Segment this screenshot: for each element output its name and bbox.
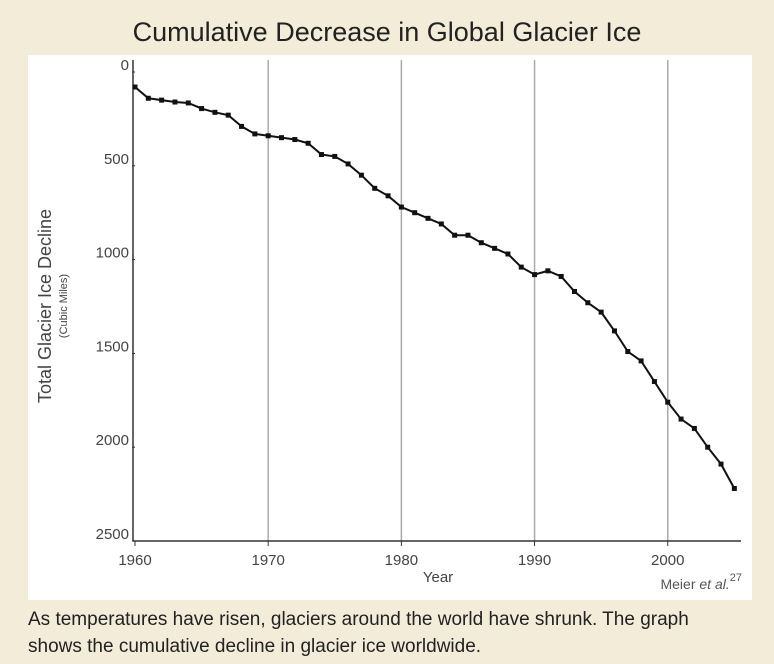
- y-tick-label: 500: [104, 151, 129, 168]
- line: [134, 86, 736, 489]
- marker: [532, 272, 538, 278]
- caption-line: As temperatures have risen, glaciers aro…: [28, 609, 689, 630]
- marker: [172, 99, 178, 105]
- y-tick-label: 0: [121, 57, 129, 74]
- marker: [638, 358, 644, 364]
- plot-panel: [28, 55, 752, 600]
- marker: [385, 193, 391, 199]
- y-tick-label: 2500: [96, 526, 129, 543]
- marker: [518, 264, 524, 270]
- marker: [358, 172, 364, 178]
- marker: [159, 97, 165, 103]
- x-tick-label: 1980: [385, 552, 418, 569]
- marker: [465, 232, 471, 238]
- marker: [305, 140, 311, 146]
- x-axis-label: Year: [423, 569, 453, 586]
- marker: [558, 273, 564, 279]
- credit-etal: et al.: [699, 576, 729, 592]
- marker: [252, 131, 258, 137]
- marker: [412, 210, 418, 216]
- marker: [452, 232, 458, 238]
- marker: [239, 123, 245, 129]
- x-tick-label: 1970: [251, 552, 284, 569]
- marker: [598, 309, 604, 315]
- marker: [492, 245, 498, 251]
- marker: [372, 185, 378, 191]
- marker: [132, 84, 138, 90]
- credit-ref: 27: [730, 572, 742, 584]
- y-tick-label: 1000: [96, 245, 129, 262]
- marker: [225, 112, 231, 118]
- marker: [199, 106, 205, 112]
- y-tick-label: 1500: [96, 338, 129, 355]
- marker: [705, 444, 711, 450]
- marker: [332, 153, 338, 159]
- marker: [425, 215, 431, 221]
- y-tick-label: 2000: [96, 432, 129, 449]
- marker: [185, 100, 191, 106]
- credit: Meier et al.27: [660, 572, 742, 592]
- marker: [691, 425, 697, 431]
- x-tick-label: 1990: [518, 552, 551, 569]
- marker: [731, 485, 737, 491]
- marker: [438, 221, 444, 227]
- marker: [398, 204, 404, 210]
- marker: [572, 288, 578, 294]
- y-axis-label: Total Glacier Ice Decline: [35, 209, 55, 403]
- credit-author: Meier: [660, 576, 695, 592]
- x-tick-label: 2000: [651, 552, 684, 569]
- marker: [212, 109, 218, 115]
- marker: [545, 268, 551, 274]
- marker: [265, 133, 271, 139]
- marker: [292, 137, 298, 143]
- marker: [718, 461, 724, 467]
- marker: [478, 240, 484, 246]
- chart-title: Cumulative Decrease in Global Glacier Ic…: [133, 17, 642, 47]
- marker: [665, 399, 671, 405]
- marker: [318, 152, 324, 158]
- caption-line: shows the cumulative decline in glacier …: [28, 636, 481, 657]
- marker: [651, 379, 657, 385]
- y-axis-sublabel: (Cubic Miles): [58, 274, 70, 338]
- marker: [585, 300, 591, 306]
- x-tick-label: 1960: [118, 552, 151, 569]
- marker: [279, 135, 285, 141]
- marker: [678, 416, 684, 422]
- marker: [611, 328, 617, 334]
- marker: [345, 161, 351, 167]
- marker: [505, 251, 511, 257]
- marker: [625, 349, 631, 355]
- marker: [145, 95, 151, 101]
